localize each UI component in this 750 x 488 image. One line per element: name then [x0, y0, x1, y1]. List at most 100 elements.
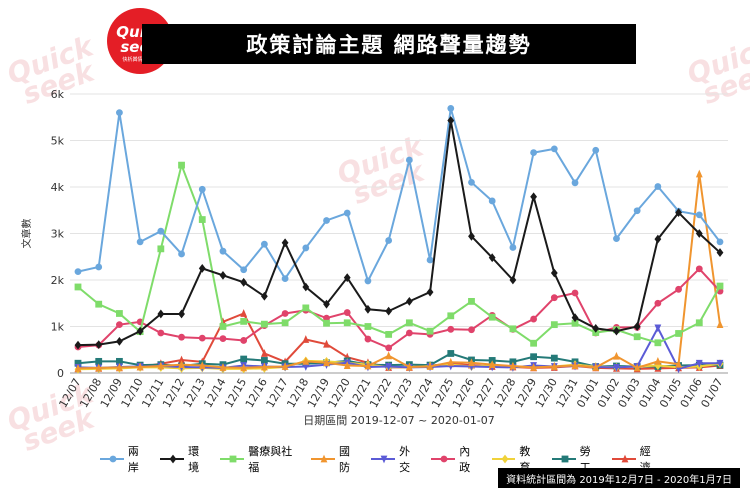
data-point [654, 361, 662, 370]
data-point [260, 240, 268, 248]
data-point [240, 363, 248, 372]
data-point [281, 238, 289, 248]
data-point [695, 169, 703, 178]
data-point [592, 363, 600, 371]
y-tick-label: 1k [51, 321, 65, 334]
y-tick-label: 2k [51, 274, 65, 287]
data-point [447, 116, 455, 125]
data-point [385, 344, 393, 352]
series-line [77, 120, 721, 347]
legend-swatch-marker [561, 455, 569, 463]
data-point [509, 244, 517, 251]
data-point [240, 317, 248, 325]
legend-swatch [100, 455, 124, 463]
data-point [302, 244, 310, 252]
data-point [426, 256, 434, 264]
data-point [95, 357, 103, 365]
data-point [675, 285, 682, 293]
legend-label: 教育 [519, 445, 531, 474]
data-point [116, 363, 123, 371]
data-point [385, 331, 393, 338]
data-point [240, 355, 248, 363]
legend-swatch [611, 454, 636, 463]
data-point [405, 319, 413, 327]
legend-swatch [551, 455, 576, 463]
data-point [675, 359, 682, 368]
legend-swatch-marker [169, 454, 177, 464]
legend-swatch-marker [229, 455, 237, 463]
data-point [157, 329, 165, 337]
data-point [550, 145, 558, 153]
data-point [447, 325, 455, 333]
data-point [488, 313, 496, 321]
data-point [364, 277, 372, 285]
data-point [95, 300, 103, 308]
data-point [364, 335, 372, 343]
data-point [116, 321, 123, 329]
data-point [116, 310, 123, 317]
legend-swatch-marker [440, 455, 448, 463]
data-point [219, 323, 227, 330]
data-point [74, 268, 82, 276]
data-point [550, 321, 558, 329]
data-point [385, 237, 393, 244]
data-point [530, 192, 538, 202]
data-point [405, 296, 413, 306]
data-point [302, 282, 310, 292]
data-point [695, 319, 703, 327]
data-point [240, 266, 248, 274]
legend-swatch-marker [621, 454, 629, 463]
legend-label: 內政 [459, 445, 471, 474]
data-point [95, 340, 103, 350]
legend-item: 醫療與社福 [220, 443, 299, 475]
data-point [530, 315, 538, 323]
chart-legend: 兩岸 環境 醫療與社福 國防 外交 內政 教育 勞工 經濟 [100, 443, 660, 475]
legend-swatch [220, 455, 245, 463]
data-point [488, 253, 496, 263]
data-point [157, 361, 165, 370]
data-point [323, 217, 330, 224]
data-point [675, 208, 682, 217]
data-point [695, 265, 703, 273]
data-point [74, 283, 82, 291]
data-point [695, 211, 703, 219]
data-point [613, 351, 620, 360]
legend-swatch-marker [109, 455, 117, 463]
data-point [633, 207, 641, 215]
data-point [260, 362, 268, 371]
data-point [613, 326, 620, 336]
legend-swatch [160, 454, 185, 464]
data-point [74, 363, 82, 372]
series-line [77, 161, 721, 345]
data-point [592, 146, 600, 154]
data-point [260, 349, 268, 357]
data-point [219, 270, 227, 280]
data-point [302, 335, 310, 343]
data-point [426, 287, 434, 297]
data-point [364, 361, 372, 370]
legend-item: 經濟 [611, 443, 660, 475]
data-point [323, 299, 330, 309]
data-point [240, 309, 248, 317]
data-point [323, 319, 330, 327]
data-point [281, 310, 289, 317]
data-point [675, 330, 682, 337]
legend-item: 內政 [431, 443, 479, 475]
y-tick-label: 3k [51, 228, 65, 241]
data-point [95, 263, 103, 271]
data-point [695, 229, 703, 238]
data-point [468, 297, 475, 305]
legend-item: 外交 [371, 443, 419, 475]
x-axis-label: 日期區間 2019-12-07 ~ 2020-01-07 [303, 414, 495, 427]
data-point [385, 351, 393, 360]
data-point [178, 355, 185, 364]
data-point [364, 323, 372, 330]
data-point [219, 363, 227, 371]
legend-label: 國防 [338, 445, 350, 474]
data-point [116, 357, 123, 365]
data-point [571, 289, 579, 297]
data-point [654, 356, 662, 365]
data-point [592, 323, 600, 333]
data-point [385, 306, 393, 316]
